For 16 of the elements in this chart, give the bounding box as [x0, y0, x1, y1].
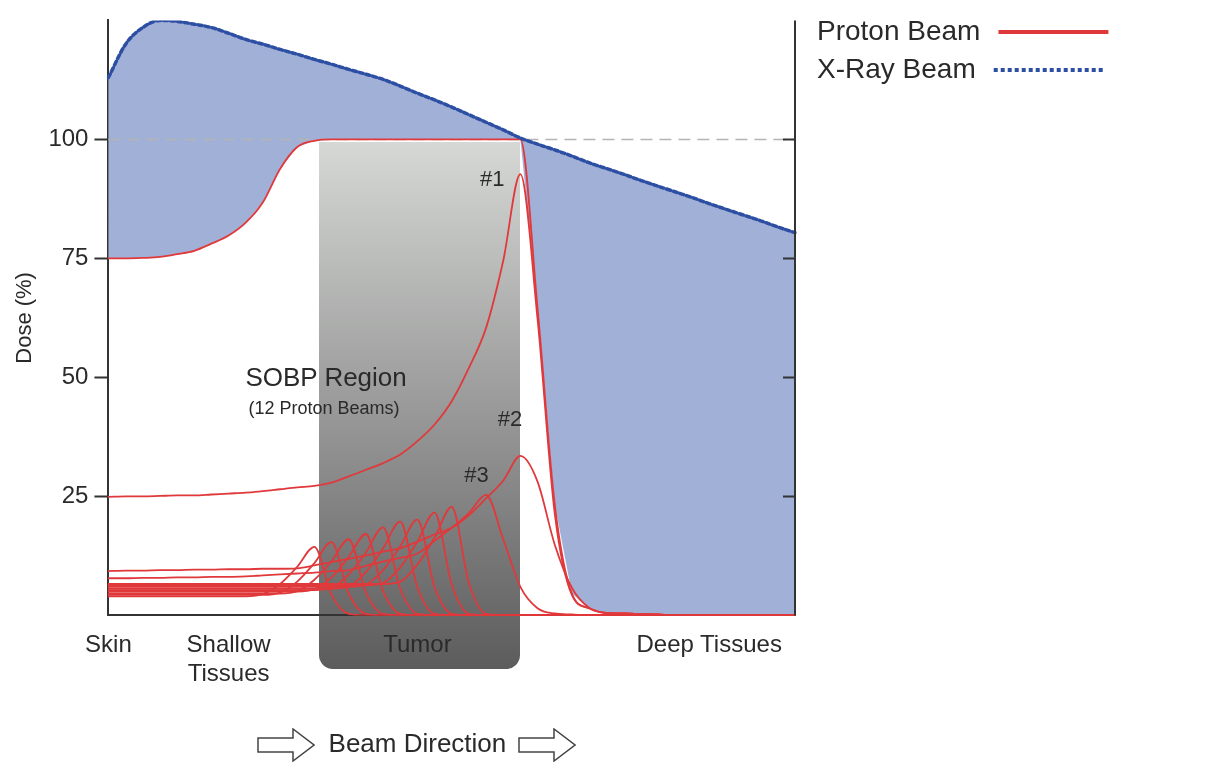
annotation: #3 — [464, 461, 489, 487]
y-axis-title: Dose (%) — [11, 272, 37, 364]
annotation: SOBP Region — [245, 361, 407, 392]
y-tick-label: 75 — [61, 243, 89, 271]
x-tick-label: Tumor — [383, 630, 452, 658]
annotation: #1 — [479, 165, 505, 191]
x-tick-label: Skin — [85, 630, 132, 658]
annotation: (12 Proton Beams) — [248, 397, 400, 418]
y-tick-label: 100 — [48, 124, 89, 152]
y-tick-label: 50 — [61, 362, 89, 390]
legend-label: X-Ray Beam — [817, 52, 976, 84]
x-tick-label: Shallow Tissues — [186, 630, 272, 687]
x-axis-title: Beam Direction — [328, 728, 507, 759]
legend-label: Proton Beam — [817, 14, 981, 46]
x-tick-label: Deep Tissues — [636, 630, 782, 658]
y-tick-label: 25 — [61, 481, 89, 509]
